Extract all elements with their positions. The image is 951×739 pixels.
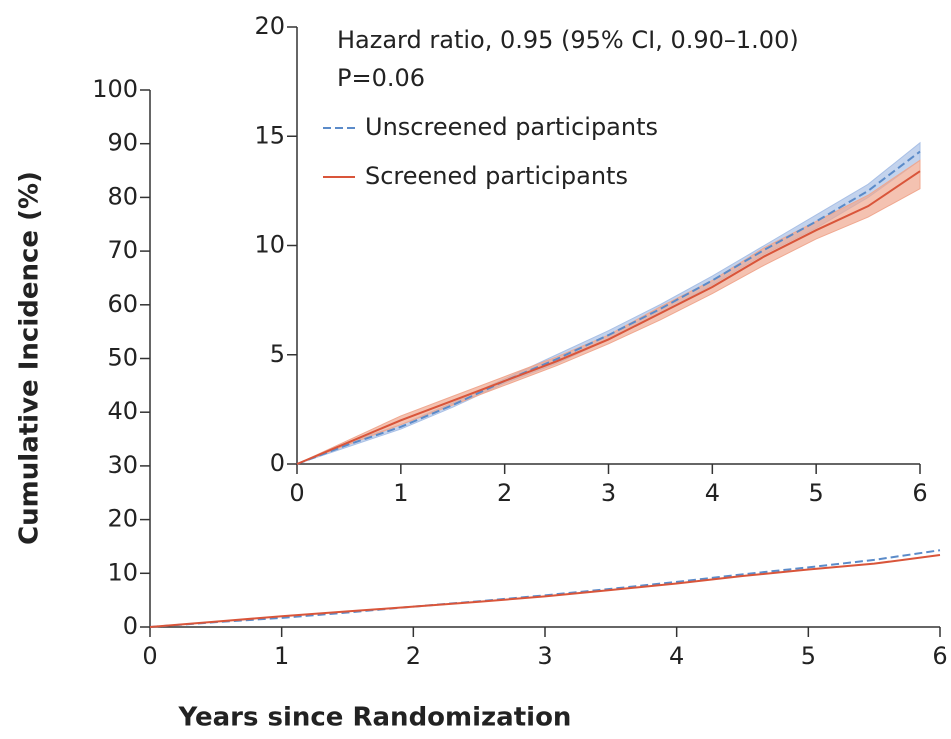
y-tick-label: 15 [254,121,285,149]
line [296,150,921,465]
annotation: Hazard ratio, 0.95 (95% CI, 0.90–1.00) [337,26,799,54]
annotation: P=0.06 [337,64,425,92]
x-tick-label: 3 [537,642,552,670]
x-tick-label: 6 [912,479,927,507]
y-tick-label: 20 [254,12,285,40]
x-tick-label: 5 [809,479,824,507]
y-tick-label: 80 [107,182,138,210]
ci-band [296,159,921,465]
y-tick-label: 70 [107,236,138,264]
legend-label: Screened participants [365,162,628,190]
x-tick-label: 6 [932,642,947,670]
x-tick-label: 2 [497,479,512,507]
y-tick-label: 0 [270,449,285,477]
y-tick-label: 50 [107,344,138,372]
y-tick-label: 10 [107,558,138,586]
x-tick-label: 3 [601,479,616,507]
legend-label: Unscreened participants [365,113,658,141]
x-tick-label: 0 [289,479,304,507]
x-tick-label: 5 [801,642,816,670]
x-tick-label: 2 [406,642,421,670]
ci-band [296,141,921,465]
line [296,170,921,465]
axes [296,27,920,465]
y-tick-label: 5 [270,340,285,368]
y-axis-label: Cumulative Incidence (%) [15,171,45,545]
x-tick-label: 0 [142,642,157,670]
y-tick-label: 0 [123,612,138,640]
y-tick-label: 40 [107,397,138,425]
x-tick-label: 1 [393,479,408,507]
y-tick-label: 30 [107,451,138,479]
line [149,549,941,628]
y-tick-label: 10 [254,231,285,259]
x-tick-label: 1 [274,642,289,670]
y-tick-label: 100 [92,75,138,103]
y-tick-label: 60 [107,290,138,318]
x-axis-label: Years since Randomization [178,703,572,733]
x-tick-label: 4 [705,479,720,507]
y-tick-label: 90 [107,129,138,157]
y-tick-label: 20 [107,505,138,533]
line [149,554,941,628]
x-tick-label: 4 [669,642,684,670]
